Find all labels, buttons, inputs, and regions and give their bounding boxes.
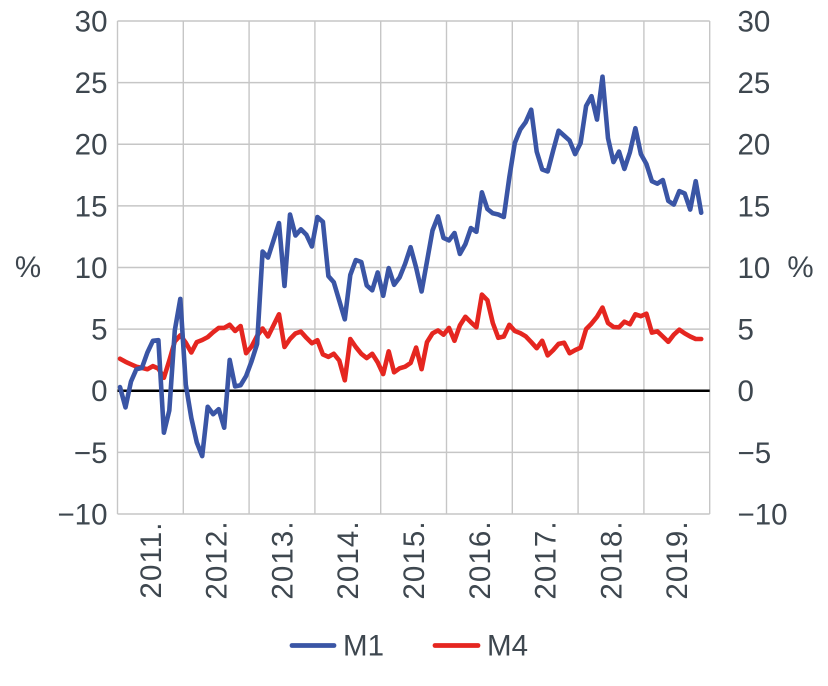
svg-text:30: 30 [738,5,771,38]
svg-text:15: 15 [75,190,108,223]
svg-text:2014.: 2014. [332,520,365,599]
svg-text:−5: −5 [74,437,108,470]
svg-text:30: 30 [75,5,108,38]
svg-text:%: % [787,251,813,284]
svg-text:2012.: 2012. [201,520,234,599]
svg-text:10: 10 [738,252,771,285]
svg-text:2017.: 2017. [530,520,563,599]
svg-text:25: 25 [75,67,108,100]
svg-text:5: 5 [91,314,107,347]
svg-text:2015.: 2015. [398,520,431,599]
svg-text:2019.: 2019. [661,520,694,599]
svg-text:2013.: 2013. [266,520,299,599]
svg-text:M4: M4 [487,630,528,663]
svg-text:%: % [15,251,41,284]
svg-text:0: 0 [91,375,107,408]
svg-text:2016.: 2016. [464,520,497,599]
svg-text:0: 0 [738,375,754,408]
svg-text:−10: −10 [738,498,788,531]
svg-text:15: 15 [738,190,771,223]
svg-text:5: 5 [738,314,754,347]
svg-text:25: 25 [738,67,771,100]
svg-text:M1: M1 [343,630,384,663]
svg-text:2018.: 2018. [595,520,628,599]
svg-text:20: 20 [738,129,771,162]
svg-text:−10: −10 [57,498,107,531]
svg-text:20: 20 [75,129,108,162]
svg-text:2011.: 2011. [135,521,168,598]
svg-text:10: 10 [75,252,108,285]
svg-text:−5: −5 [738,437,772,470]
